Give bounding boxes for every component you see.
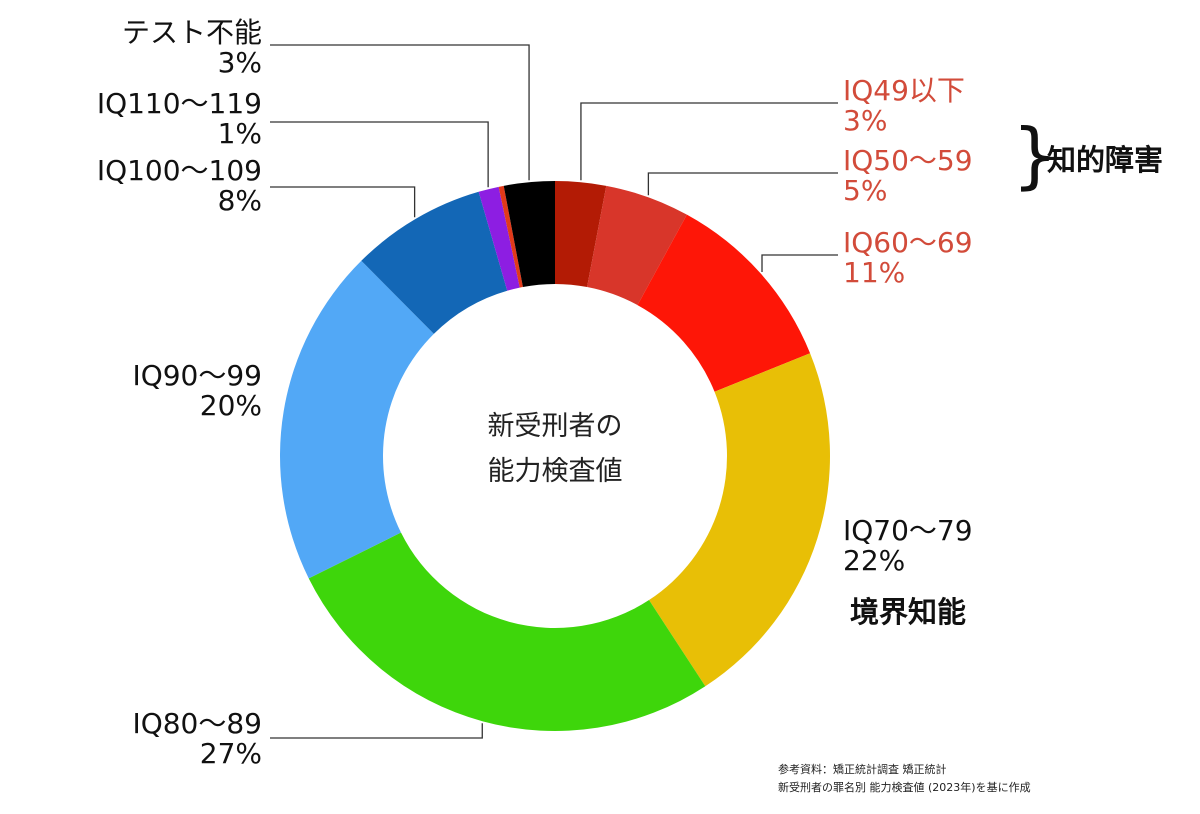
leader-line-2-iq60-69 [761, 254, 838, 272]
slice-percent-3-iq70-79: 22% [843, 544, 905, 577]
leader-line-1-iq50-59 [647, 172, 838, 196]
source-note-line-1: 参考資料：矯正統計調査 矯正統計 [778, 762, 947, 776]
slice-label-2-iq60-69: IQ60〜69 [843, 226, 973, 259]
slice-4-iq80-89 [308, 532, 706, 731]
donut-slices [280, 181, 830, 731]
slice-7-iq110-119 [478, 186, 520, 291]
slice-6-iq100-109 [361, 191, 508, 334]
slice-label-4-iq80-89: IQ80〜89 [132, 707, 262, 740]
slice-5-iq90-99 [280, 260, 434, 579]
leader-line-9-slice [270, 44, 530, 181]
center-line-2: 能力検査値 [488, 456, 623, 487]
leader-line-7-iq110-119 [270, 121, 489, 188]
slice-percent-2-iq60-69: 11% [843, 256, 905, 289]
slice-label-7-iq110-119: IQ110〜119 [97, 87, 262, 120]
slice-percent-5-iq90-99: 20% [200, 389, 262, 422]
leader-line-6-iq100-109 [270, 186, 416, 218]
leader-lines [270, 44, 838, 739]
slice-percent-1-iq50-59: 5% [843, 174, 887, 207]
slice-8-iq120 [498, 185, 523, 288]
slice-label-3-iq70-79: IQ70〜79 [843, 514, 973, 547]
slice-label-1-iq50-59: IQ50〜59 [843, 144, 973, 177]
slice-1-iq50-59 [587, 185, 687, 306]
slice-label-9-slice: テスト不能 [122, 16, 262, 49]
slice-percent-7-iq110-119: 1% [218, 117, 262, 150]
slice-9-slice [503, 181, 555, 288]
slice-labels: IQ49以下3%IQ50〜595%IQ60〜6911%IQ70〜7922%IQ8… [97, 16, 973, 770]
slice-3-iq70-79 [649, 353, 830, 687]
slice-percent-4-iq80-89: 27% [200, 737, 262, 770]
group-label-borderline: 境界知能 [850, 595, 966, 629]
leader-line-4-iq80-89 [270, 723, 483, 739]
slice-label-5-iq90-99: IQ90〜99 [132, 359, 262, 392]
slice-percent-6-iq100-109: 8% [218, 184, 262, 217]
source-note-line-2: 新受刑者の罪名別 能力検査値 (2023年)を基に作成 [778, 780, 1031, 794]
slice-2-iq60-69 [637, 214, 811, 392]
slice-label-0-iq49: IQ49以下 [843, 74, 965, 107]
slice-label-6-iq100-109: IQ100〜109 [97, 154, 262, 187]
slice-percent-9-slice: 3% [218, 46, 262, 79]
source-note: 参考資料：矯正統計調査 矯正統計 新受刑者の罪名別 能力検査値 (2023年)を… [778, 762, 1031, 794]
slice-0-iq49 [555, 181, 607, 288]
leader-line-0-iq49 [580, 102, 838, 181]
group-label-intellectual-disability: 知的障害 [1047, 143, 1163, 177]
center-line-1: 新受刑者の [488, 411, 623, 442]
donut-center-label: 新受刑者の 能力検査値 [488, 411, 623, 487]
slice-percent-0-iq49: 3% [843, 104, 887, 137]
group-brace: } [1012, 113, 1058, 197]
